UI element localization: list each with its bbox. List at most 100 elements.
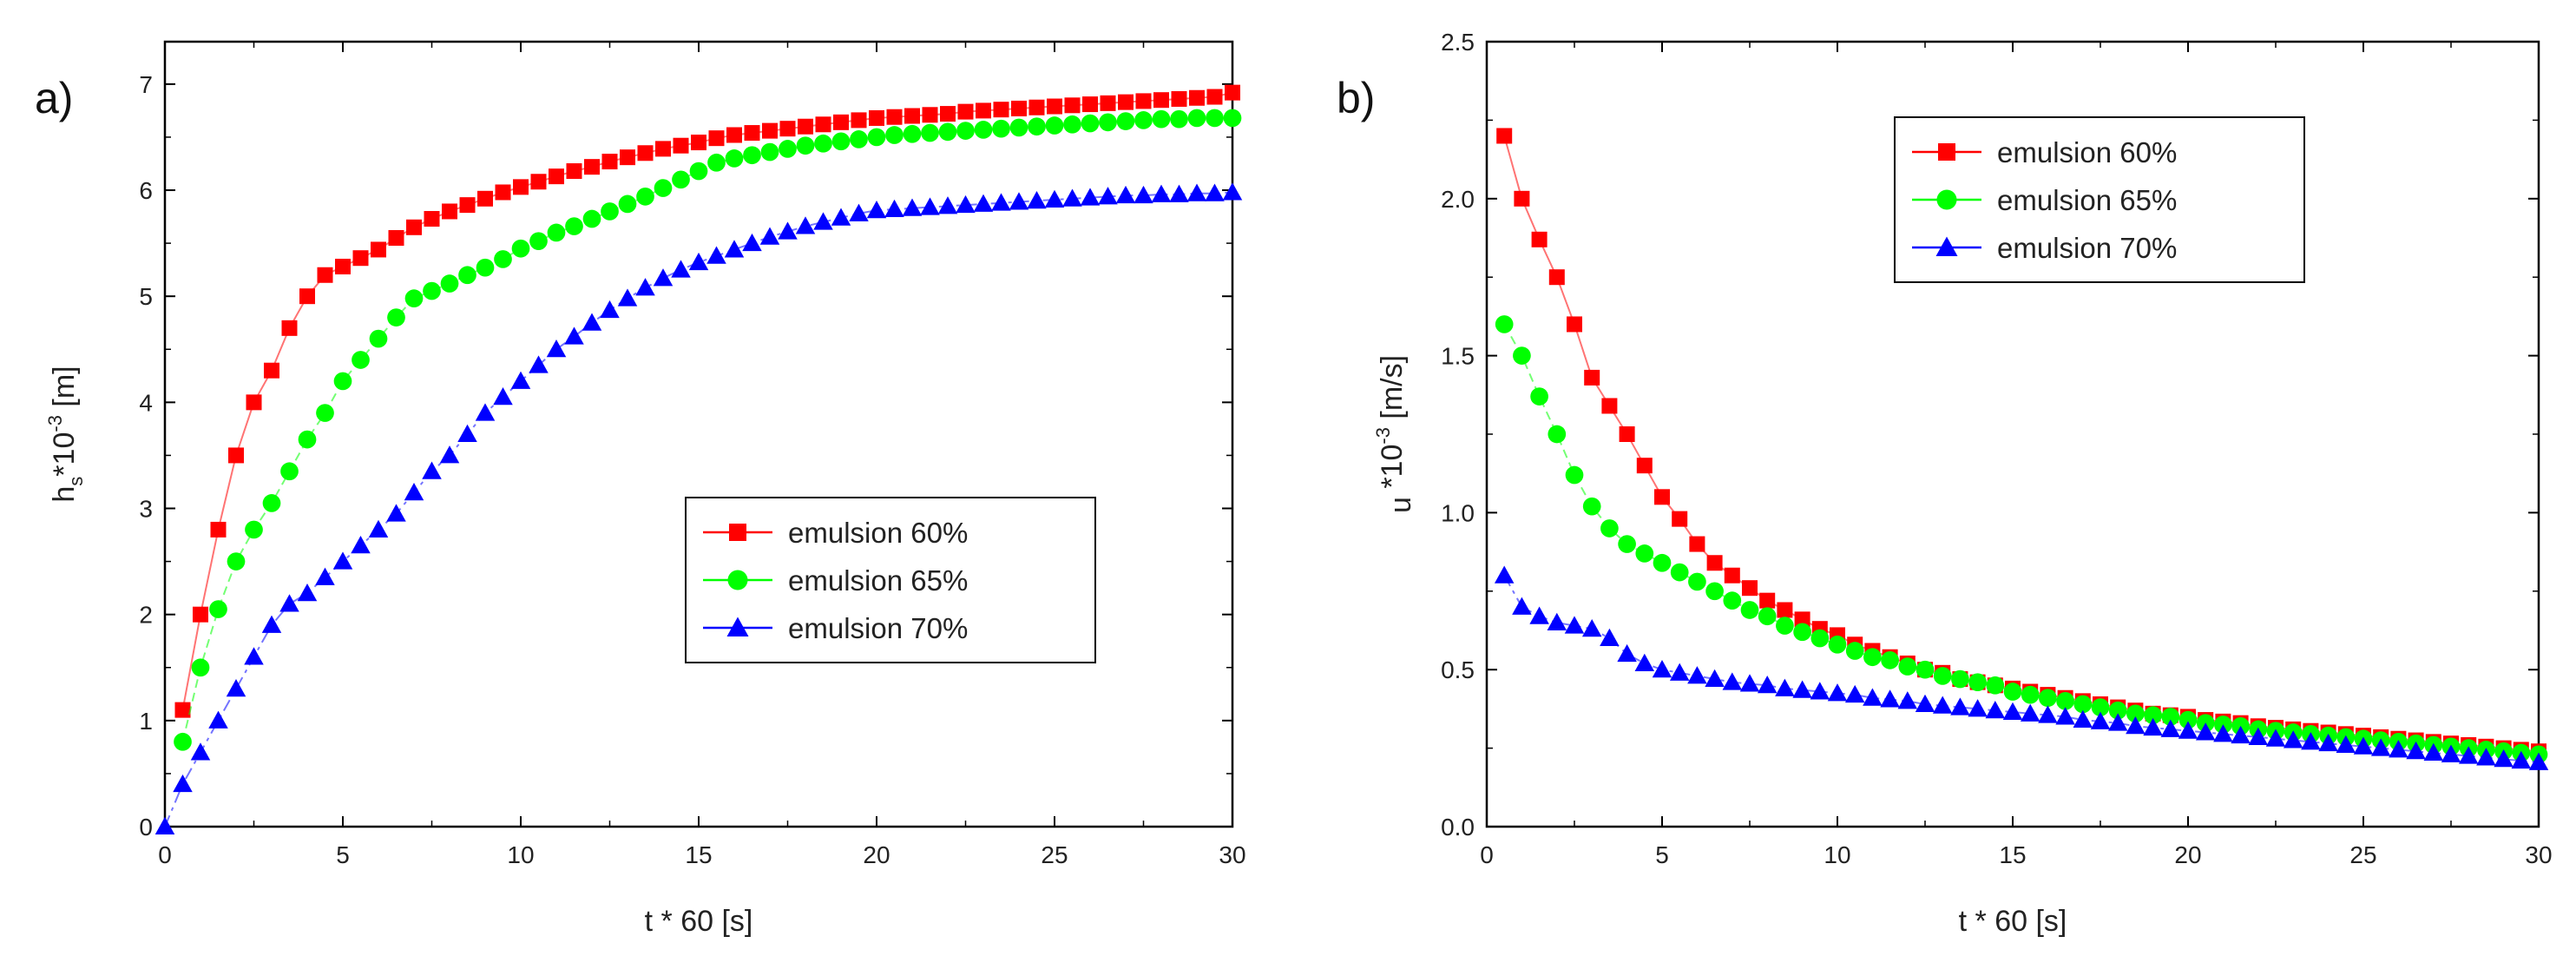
x-tick-label: 20 [863,841,890,868]
data-point [335,258,351,274]
data-point [1932,696,1953,714]
data-point [566,163,582,180]
data-point [1739,674,1760,692]
y-tick-label: 7 [139,71,153,98]
data-point [1636,458,1653,474]
data-point [725,149,744,168]
data-point [315,567,335,585]
data-point [956,122,975,140]
legend-marker [1938,143,1955,161]
data-point [2231,725,2251,744]
data-point [245,520,263,539]
data-point [1565,465,1584,485]
data-point [1600,628,1620,647]
data-point [208,710,228,729]
data-point [671,260,691,278]
data-point [422,461,442,479]
legend-entry: emulsion 65% [788,564,968,597]
data-point [2178,710,2198,729]
data-point [2090,711,2111,729]
x-axis-title: t * 60 [s] [1959,905,2067,938]
chart-panel-b: b) 0 5 10 15 20 25 30 0.0 0.5 1.0 1.5 2.0 2.5 t * 60 [… [1337,29,2553,938]
data-point [352,250,369,267]
data-point [2161,708,2180,726]
x-tick-label: 5 [1655,841,1669,868]
data-point [2038,705,2058,723]
data-point [2423,742,2444,762]
data-point [564,326,584,345]
data-point [2301,732,2321,750]
data-point [1222,182,1243,201]
y-tick-label: 2.0 [1441,186,1475,213]
data-point [565,217,583,235]
data-point [1863,648,1882,667]
data-point [190,742,211,761]
data-point [1950,697,1970,716]
data-point [495,184,511,201]
data-point [759,227,780,245]
data-point [940,106,956,122]
data-point [316,404,334,422]
data-point [264,362,279,379]
y-tick-label: 4 [139,389,153,416]
data-point [920,197,940,215]
data-point [1080,188,1101,206]
data-point [885,126,904,144]
data-point [476,258,495,277]
data-point [299,288,315,305]
data-point [866,200,887,219]
data-point [1618,535,1636,553]
data-point [2126,716,2146,735]
y-axis-title: u *10-3 [m/s] [1372,355,1417,513]
legend-marker [727,570,748,590]
data-point [1653,553,1672,572]
data-point [814,134,832,153]
data-point [549,168,564,185]
plot-frame [163,40,1234,828]
data-point [1496,128,1513,144]
data-point [475,403,496,421]
y-tick-label: 1.0 [1441,499,1475,526]
data-point [2055,707,2075,725]
legend: emulsion 60% emulsion 65% emulsion 70% [1894,116,2305,283]
data-point [261,615,282,633]
panel-label: a) [35,74,73,122]
x-tick-label: 0 [1480,841,1494,868]
data-point [938,122,957,142]
y-axis-title-part-2: *10 [1376,445,1409,498]
data-point [2441,744,2461,762]
data-point [1757,676,1778,694]
data-point [246,394,262,411]
x-tick-label: 15 [1999,841,2026,868]
data-point [1654,489,1670,505]
data-point [1009,192,1029,210]
data-point [1844,684,1865,703]
data-point [2003,683,2022,701]
y-axis-title-part-4: [m] [48,366,81,415]
series-3 [1494,565,2549,770]
data-point [2511,750,2532,769]
data-point [708,130,725,147]
series-2 [1495,315,2548,764]
data-point [457,424,477,442]
series-line [1503,575,2540,763]
data-point [672,170,690,189]
data-point [1581,618,1602,637]
data-point [706,246,726,264]
data-point [1098,187,1118,205]
data-point [510,371,531,389]
data-point [368,519,389,537]
data-point [1028,99,1045,115]
data-point [1723,591,1742,610]
data-point [743,146,761,165]
data-point [886,109,903,125]
data-point [404,289,424,307]
x-tick-label: 25 [2349,841,2376,868]
data-point [369,329,388,348]
data-point [1845,642,1864,660]
data-point [1706,555,1723,571]
data-point [904,108,920,124]
y-tick-label: 0.5 [1441,656,1475,683]
data-point [1652,659,1672,678]
